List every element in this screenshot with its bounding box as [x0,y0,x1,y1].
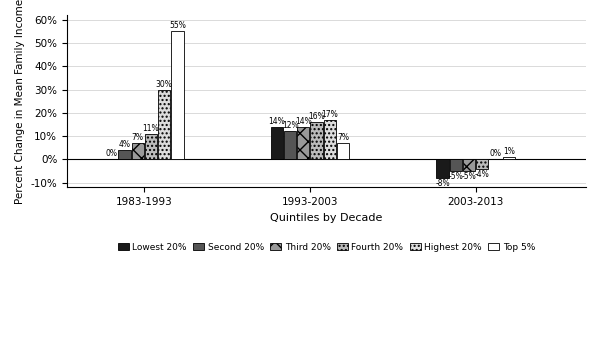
Text: 55%: 55% [169,21,186,31]
Bar [132,143,144,159]
Text: 12%: 12% [282,121,298,130]
Bar [145,134,157,159]
Text: 14%: 14% [295,117,312,126]
X-axis label: Quintiles by Decade: Quintiles by Decade [270,213,383,223]
Bar [337,143,349,159]
Text: -5%: -5% [462,172,477,181]
Text: 16%: 16% [308,112,325,121]
Text: 17%: 17% [322,110,338,119]
Bar [450,159,462,171]
Bar [502,157,515,159]
Text: 0%: 0% [105,150,117,158]
Text: 11%: 11% [142,124,159,133]
Text: -8%: -8% [435,179,450,188]
Text: 0%: 0% [489,150,501,158]
Bar [158,90,170,159]
Text: 4%: 4% [118,140,130,149]
Text: -5%: -5% [448,172,463,181]
Bar [311,122,323,159]
Bar [463,159,475,171]
Bar [284,131,296,159]
Text: 1%: 1% [503,147,514,156]
Y-axis label: Percent Change in Mean Family Income: Percent Change in Mean Family Income [15,0,25,204]
Text: 30%: 30% [156,80,172,88]
Bar [270,127,283,159]
Bar [297,127,310,159]
Bar [171,31,183,159]
Text: 14%: 14% [269,117,285,126]
Legend: Lowest 20%, Second 20%, Third 20%, Fourth 20%, Highest 20%, Top 5%: Lowest 20%, Second 20%, Third 20%, Fourt… [114,239,538,255]
Text: 7%: 7% [337,133,349,142]
Bar [436,159,448,178]
Text: 7%: 7% [132,133,144,142]
Text: -4%: -4% [475,169,490,179]
Bar [324,120,336,159]
Bar [476,159,488,169]
Bar [118,150,130,159]
